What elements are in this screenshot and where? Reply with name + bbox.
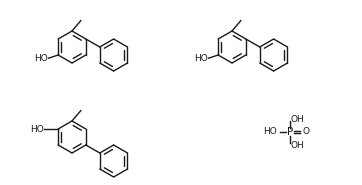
Text: HO: HO: [30, 125, 43, 134]
Text: HO: HO: [34, 54, 48, 63]
Text: OH: OH: [291, 140, 305, 149]
Text: P: P: [287, 127, 293, 137]
Text: OH: OH: [291, 115, 305, 124]
Text: HO: HO: [194, 54, 208, 63]
Text: HO: HO: [263, 127, 277, 137]
Text: O: O: [303, 127, 310, 137]
